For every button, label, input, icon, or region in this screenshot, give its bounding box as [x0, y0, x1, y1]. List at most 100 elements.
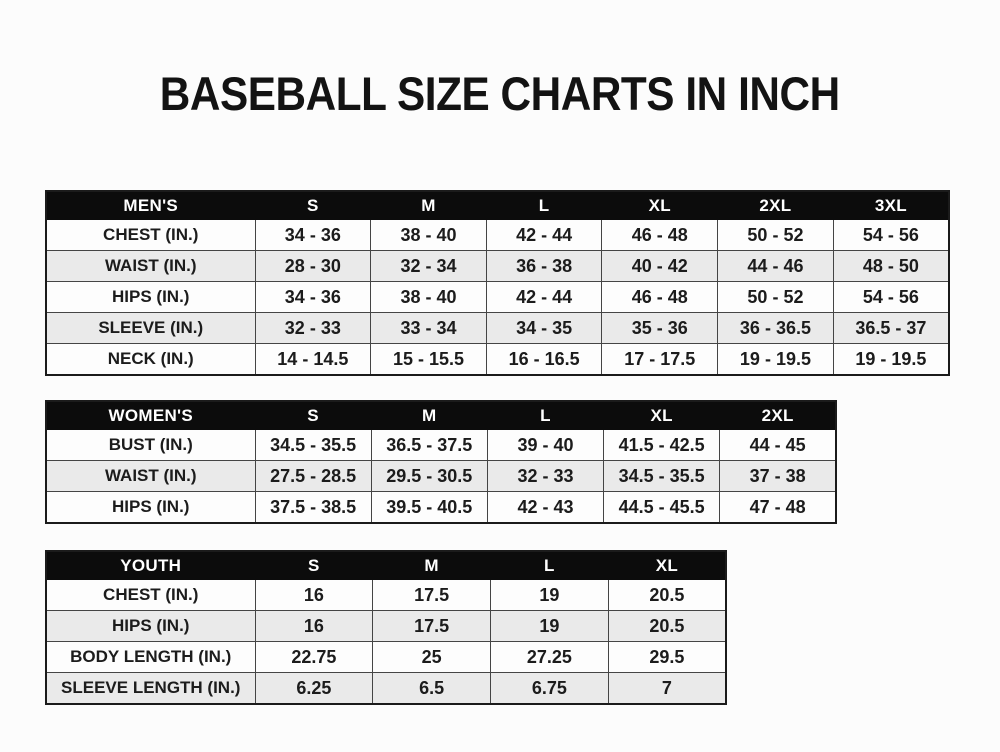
size-value-cell: 6.25 [254, 672, 374, 705]
size-value-cell: 34 - 36 [254, 219, 372, 251]
size-value-cell: 17.5 [372, 610, 491, 642]
size-value-cell: 34 - 35 [485, 312, 603, 344]
size-value-cell: 14 - 14.5 [254, 343, 372, 376]
size-value-cell: 39.5 - 40.5 [370, 491, 488, 524]
row-label: BUST (IN.) [45, 429, 256, 461]
title-container: BASEBALL SIZE CHARTS IN INCH [0, 66, 1000, 121]
womens-size-table: WOMEN'S S M L XL 2XL BUST (IN.) 34.5 - 3… [45, 400, 837, 524]
row-label: CHEST (IN.) [45, 219, 256, 251]
womens-header-row: WOMEN'S S M L XL 2XL [45, 400, 837, 430]
womens-col-header-m: M [370, 400, 488, 430]
size-value-cell: 28 - 30 [254, 250, 372, 282]
size-value-cell: 16 [254, 610, 374, 642]
size-value-cell: 34 - 36 [254, 281, 372, 313]
mens-col-header-l: L [485, 190, 603, 220]
size-value-cell: 40 - 42 [601, 250, 719, 282]
mens-neck-row: NECK (IN.) 14 - 14.5 15 - 15.5 16 - 16.5… [45, 343, 950, 376]
youth-chest-row: CHEST (IN.) 16 17.5 19 20.5 [45, 579, 727, 611]
row-label: SLEEVE LENGTH (IN.) [45, 672, 256, 705]
size-value-cell: 29.5 [607, 641, 727, 673]
size-value-cell: 39 - 40 [486, 429, 605, 461]
mens-col-header-m: M [370, 190, 487, 220]
youth-sleeve-length-row: SLEEVE LENGTH (IN.) 6.25 6.5 6.75 7 [45, 672, 727, 705]
mens-waist-row: WAIST (IN.) 28 - 30 32 - 34 36 - 38 40 -… [45, 250, 950, 282]
womens-waist-row: WAIST (IN.) 27.5 - 28.5 29.5 - 30.5 32 -… [45, 460, 837, 492]
mens-sleeve-row: SLEEVE (IN.) 32 - 33 33 - 34 34 - 35 35 … [45, 312, 950, 344]
mens-col-header-xl: XL [601, 190, 719, 220]
size-value-cell: 38 - 40 [370, 219, 487, 251]
size-value-cell: 20.5 [607, 579, 727, 611]
size-value-cell: 33 - 34 [370, 312, 487, 344]
size-value-cell: 37.5 - 38.5 [254, 491, 372, 524]
youth-col-header-l: L [490, 550, 609, 580]
size-value-cell: 17 - 17.5 [601, 343, 719, 376]
size-value-cell: 32 - 33 [486, 460, 605, 492]
youth-col-header-xl: XL [607, 550, 727, 580]
mens-size-table: MEN'S S M L XL 2XL 3XL CHEST (IN.) 34 - … [45, 190, 950, 376]
row-label: CHEST (IN.) [45, 579, 256, 611]
youth-size-table: YOUTH S M L XL CHEST (IN.) 16 17.5 19 20… [45, 550, 727, 705]
size-value-cell: 27.25 [490, 641, 609, 673]
mens-col-header-s: S [254, 190, 372, 220]
size-value-cell: 36 - 36.5 [717, 312, 834, 344]
youth-col-header-m: M [372, 550, 491, 580]
size-value-cell: 6.5 [372, 672, 491, 705]
row-label: WAIST (IN.) [45, 250, 256, 282]
row-label: HIPS (IN.) [45, 281, 256, 313]
size-value-cell: 19 - 19.5 [832, 343, 950, 376]
mens-col-header-2xl: 2XL [717, 190, 834, 220]
size-value-cell: 44.5 - 45.5 [603, 491, 721, 524]
size-value-cell: 34.5 - 35.5 [254, 429, 372, 461]
womens-col-header-xl: XL [603, 400, 721, 430]
size-value-cell: 6.75 [490, 672, 609, 705]
size-value-cell: 19 - 19.5 [717, 343, 834, 376]
size-value-cell: 29.5 - 30.5 [370, 460, 488, 492]
size-value-cell: 35 - 36 [601, 312, 719, 344]
row-label: BODY LENGTH (IN.) [45, 641, 256, 673]
size-value-cell: 19 [490, 579, 609, 611]
row-label: HIPS (IN.) [45, 491, 256, 524]
mens-header-row: MEN'S S M L XL 2XL 3XL [45, 190, 950, 220]
mens-chest-row: CHEST (IN.) 34 - 36 38 - 40 42 - 44 46 -… [45, 219, 950, 251]
size-value-cell: 36.5 - 37.5 [370, 429, 488, 461]
size-value-cell: 19 [490, 610, 609, 642]
size-value-cell: 50 - 52 [717, 219, 834, 251]
size-value-cell: 32 - 34 [370, 250, 487, 282]
size-value-cell: 42 - 44 [485, 281, 603, 313]
row-label: SLEEVE (IN.) [45, 312, 256, 344]
size-value-cell: 27.5 - 28.5 [254, 460, 372, 492]
youth-col-header-s: S [254, 550, 374, 580]
youth-header-row: YOUTH S M L XL [45, 550, 727, 580]
size-value-cell: 44 - 46 [717, 250, 834, 282]
size-value-cell: 42 - 44 [485, 219, 603, 251]
size-value-cell: 42 - 43 [486, 491, 605, 524]
mens-hips-row: HIPS (IN.) 34 - 36 38 - 40 42 - 44 46 - … [45, 281, 950, 313]
size-value-cell: 37 - 38 [719, 460, 837, 492]
size-value-cell: 38 - 40 [370, 281, 487, 313]
womens-col-header-2xl: 2XL [719, 400, 837, 430]
size-value-cell: 7 [607, 672, 727, 705]
page-title: BASEBALL SIZE CHARTS IN INCH [160, 67, 840, 120]
size-value-cell: 17.5 [372, 579, 491, 611]
size-value-cell: 34.5 - 35.5 [603, 460, 721, 492]
youth-body-length-row: BODY LENGTH (IN.) 22.75 25 27.25 29.5 [45, 641, 727, 673]
row-label: WAIST (IN.) [45, 460, 256, 492]
size-value-cell: 54 - 56 [832, 281, 950, 313]
size-value-cell: 36.5 - 37 [832, 312, 950, 344]
size-value-cell: 16 [254, 579, 374, 611]
size-value-cell: 54 - 56 [832, 219, 950, 251]
size-value-cell: 32 - 33 [254, 312, 372, 344]
row-label: HIPS (IN.) [45, 610, 256, 642]
size-value-cell: 44 - 45 [719, 429, 837, 461]
womens-bust-row: BUST (IN.) 34.5 - 35.5 36.5 - 37.5 39 - … [45, 429, 837, 461]
youth-hips-row: HIPS (IN.) 16 17.5 19 20.5 [45, 610, 727, 642]
mens-table-title: MEN'S [45, 190, 256, 220]
size-value-cell: 46 - 48 [601, 281, 719, 313]
size-value-cell: 41.5 - 42.5 [603, 429, 721, 461]
size-value-cell: 15 - 15.5 [370, 343, 487, 376]
size-value-cell: 16 - 16.5 [485, 343, 603, 376]
mens-col-header-3xl: 3XL [832, 190, 950, 220]
row-label: NECK (IN.) [45, 343, 256, 376]
size-value-cell: 25 [372, 641, 491, 673]
